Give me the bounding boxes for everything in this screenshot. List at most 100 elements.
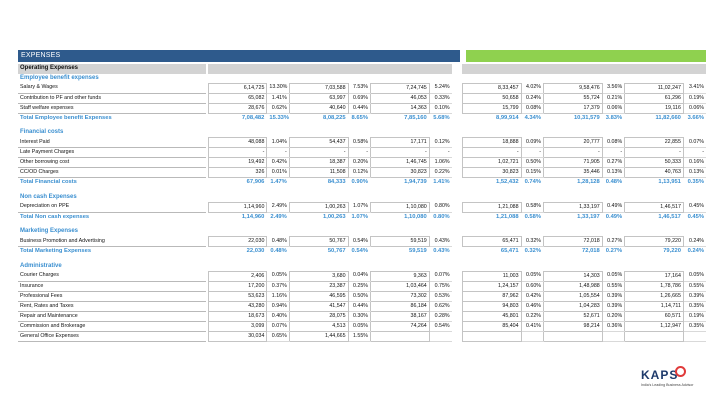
amount-cell: 8,33,457 (461, 82, 522, 94)
percent-cell: 0.27% (602, 157, 625, 168)
percent-cell: 0.36% (602, 321, 625, 332)
percent-cell (602, 331, 625, 342)
amount-cell (543, 330, 603, 342)
table-row: Interest Paid 48,088 1.04% 54,437 0.58% 17,17… (18, 137, 706, 148)
percent-cell: 0.35% (683, 321, 706, 332)
percent-cell: 0.25% (348, 281, 371, 292)
percent-cell: 3.83% (605, 114, 623, 121)
percent-cell: 0.32% (524, 248, 541, 255)
percent-cell: 0.09% (521, 137, 544, 148)
percent-cell: 0.05% (266, 271, 290, 282)
table-row: Depreciation on PPE 1,14,960 2.49% 1,00,263… (18, 201, 706, 213)
percent-cell: 0.22% (429, 167, 452, 178)
percent-cell: 0.43% (429, 236, 452, 247)
percent-cell: 0.30% (348, 311, 371, 322)
amount-cell (369, 330, 430, 342)
percent-cell: 15.33% (269, 114, 290, 121)
expense-sheet: EXPENSES Operating Expenses Employee bene… (16, 50, 706, 382)
percent-cell: 0.55% (683, 281, 706, 292)
amount-cell: - (461, 147, 522, 158)
amount-cell: 55,724 (543, 92, 603, 104)
expenses-banner-title: EXPENSES (21, 52, 61, 59)
percent-cell: 0.55% (602, 281, 625, 292)
percent-cell: 0.13% (602, 167, 625, 178)
percent-cell: 0.65% (266, 331, 290, 342)
amount-cell: 1,14,960 (207, 201, 268, 213)
table-row: Contribution to PF and other funds 65,082… (18, 92, 706, 104)
amount-cell: 1,14,711 (624, 300, 684, 312)
amount-cell: 7,03,588 (288, 82, 349, 94)
percent-cell: 0.60% (521, 281, 544, 292)
amount-cell: 18,387 (288, 157, 349, 168)
percent-cell: 0.21% (602, 93, 625, 104)
amount-cell: 50,767 (288, 236, 349, 247)
percent-cell: 1.04% (266, 137, 290, 148)
row-label: General Office Expenses (18, 331, 207, 342)
percent-cell: - (266, 147, 290, 158)
percent-cell: 0.04% (348, 271, 371, 282)
amount-cell: 1,52,432 (496, 179, 519, 185)
amount-cell: 4,513 (288, 320, 349, 332)
amount-cell: 53,623 (207, 290, 268, 302)
percent-cell: 0.07% (429, 271, 452, 282)
amount-cell: 60,571 (624, 310, 684, 322)
table-row: Rent, Rates and Taxes 43,280 0.94% 41,547 0.… (18, 300, 706, 312)
percent-cell: 0.05% (348, 321, 371, 332)
percent-cell: 1.41% (266, 93, 290, 104)
total-row: Total Employee benefit Expenses 7,08,482 1… (18, 113, 706, 123)
operating-expenses-header: Operating Expenses (18, 64, 706, 74)
amount-cell: 1,46,517 (658, 213, 681, 220)
amount-cell: 19,116 (624, 102, 684, 114)
amount-cell: 18,888 (461, 137, 522, 148)
amount-cell: 23,387 (288, 280, 349, 292)
amount-cell: 52,671 (543, 310, 603, 322)
table-row: General Office Expenses 30,034 0.65% 1,44,6… (18, 330, 706, 342)
amount-cell: - (207, 147, 268, 158)
percent-cell: 2.49% (266, 202, 290, 213)
amount-cell (461, 330, 522, 342)
percent-cell: 0.48% (266, 236, 290, 247)
expenses-banner: EXPENSES (18, 50, 460, 62)
percent-cell: - (429, 147, 452, 158)
section-title-label: Employee benefit expenses (20, 74, 99, 81)
row-label: CC/OD Charges (18, 167, 207, 178)
row-label: Repair and Maintenance (18, 311, 207, 322)
amount-cell: 84,333 (327, 179, 346, 185)
amount-cell: 1,94,739 (404, 179, 427, 185)
amount-cell: 94,803 (461, 300, 522, 312)
percent-cell: 0.49% (605, 213, 623, 220)
amount-cell: 7,24,745 (369, 82, 430, 94)
percent-cell: 7.53% (348, 83, 371, 94)
percent-cell: 0.06% (683, 103, 706, 114)
section-title: Financial costs (18, 128, 706, 138)
amount-cell: 18,673 (207, 310, 268, 322)
table-row: Business Promotion and Advertising 22,030… (18, 236, 706, 247)
percent-cell: 0.69% (348, 93, 371, 104)
row-label: Professional Fees (18, 291, 207, 302)
percent-cell: 0.27% (605, 248, 623, 255)
amount-cell: 1,10,080 (369, 201, 430, 213)
percent-cell: 0.33% (429, 93, 452, 104)
section-title: Non cash Expenses (18, 193, 706, 203)
percent-cell: 0.58% (348, 137, 371, 148)
row-label: Total Non cash expenses (20, 213, 90, 220)
row-label: Contribution to PF and other funds (18, 93, 207, 104)
amount-cell: 22,030 (246, 248, 265, 254)
percent-cell: 0.42% (266, 157, 290, 168)
total-row: Total Financial costs 67,906 1.47% 84,333 0.… (18, 178, 706, 188)
amount-cell: 9,58,476 (543, 82, 603, 94)
amount-cell: 35,446 (543, 167, 603, 178)
amount-cell: 19,492 (207, 157, 268, 168)
percent-cell: 5.68% (433, 114, 450, 121)
row-label: Staff welfare expenses (18, 103, 207, 114)
amount-cell: - (624, 147, 684, 158)
amount-cell: 6,14,725 (207, 82, 268, 94)
percent-cell: 0.13% (683, 167, 706, 178)
amount-cell: 3,099 (207, 320, 268, 332)
amount-cell: 41,547 (288, 300, 349, 312)
table-row: Other borrowing cost 19,492 0.42% 18,387 0.2… (18, 157, 706, 168)
amount-cell: 11,82,660 (655, 114, 681, 121)
percent-cell: 0.80% (433, 213, 450, 220)
row-label: Total Marketing Expenses (20, 248, 92, 254)
percent-cell: - (348, 147, 371, 158)
